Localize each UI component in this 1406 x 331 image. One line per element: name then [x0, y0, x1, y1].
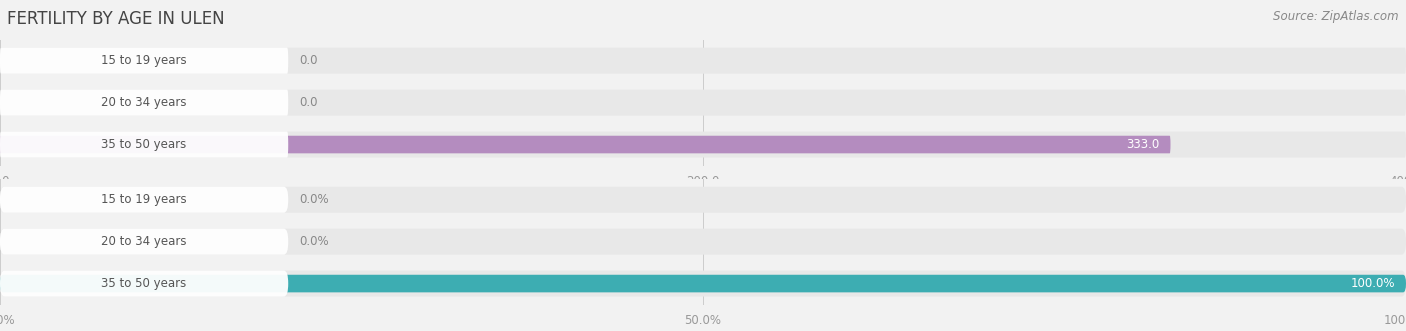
Text: 0.0: 0.0: [299, 96, 318, 109]
Text: 333.0: 333.0: [1126, 138, 1160, 151]
FancyBboxPatch shape: [0, 131, 1406, 158]
Text: 35 to 50 years: 35 to 50 years: [101, 277, 187, 290]
Text: 20 to 34 years: 20 to 34 years: [101, 235, 187, 248]
FancyBboxPatch shape: [0, 229, 1406, 255]
FancyBboxPatch shape: [0, 48, 288, 74]
FancyBboxPatch shape: [0, 270, 288, 297]
Text: 15 to 19 years: 15 to 19 years: [101, 54, 187, 67]
Text: Source: ZipAtlas.com: Source: ZipAtlas.com: [1274, 10, 1399, 23]
Text: 15 to 19 years: 15 to 19 years: [101, 193, 187, 206]
FancyBboxPatch shape: [0, 275, 1406, 292]
Text: FERTILITY BY AGE IN ULEN: FERTILITY BY AGE IN ULEN: [7, 10, 225, 28]
FancyBboxPatch shape: [0, 48, 1406, 74]
Text: 35 to 50 years: 35 to 50 years: [101, 138, 187, 151]
Text: 0.0%: 0.0%: [299, 193, 329, 206]
FancyBboxPatch shape: [0, 90, 288, 116]
Text: 100.0%: 100.0%: [1350, 277, 1395, 290]
FancyBboxPatch shape: [0, 136, 1171, 153]
FancyBboxPatch shape: [0, 187, 1406, 213]
FancyBboxPatch shape: [0, 131, 288, 158]
Text: 0.0%: 0.0%: [299, 235, 329, 248]
Text: 0.0: 0.0: [299, 54, 318, 67]
FancyBboxPatch shape: [0, 270, 1406, 297]
Text: 20 to 34 years: 20 to 34 years: [101, 96, 187, 109]
FancyBboxPatch shape: [0, 90, 1406, 116]
FancyBboxPatch shape: [0, 187, 288, 213]
FancyBboxPatch shape: [0, 229, 288, 255]
